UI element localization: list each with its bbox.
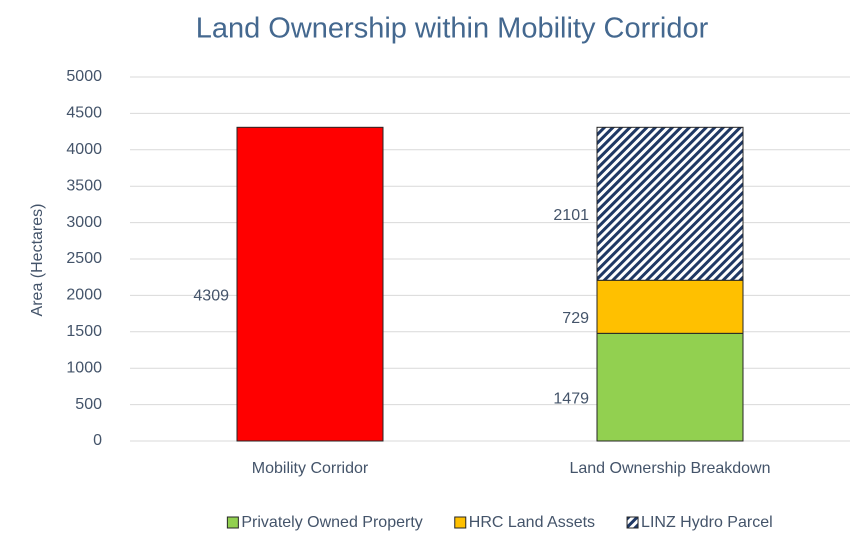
- bar-segment: [596, 332, 744, 442]
- y-axis-label: Area (Hectares): [29, 204, 46, 317]
- legend: Privately Owned Property HRC Land Assets L…: [226, 514, 773, 531]
- y-tick-label: 3000: [66, 214, 102, 231]
- y-tick-label: 3500: [66, 177, 102, 194]
- y-tick-label: 2000: [66, 287, 102, 304]
- y-tick-label: 4500: [66, 105, 102, 122]
- y-tick-label: 1000: [66, 359, 102, 376]
- data-label: 729: [562, 310, 589, 327]
- y-tick-label: 1500: [66, 323, 102, 340]
- y-tick-label: 500: [75, 396, 102, 413]
- bar-segment: [236, 126, 384, 442]
- bar-segment: [596, 279, 744, 334]
- bar-segment: [596, 126, 744, 281]
- legend-swatch: [226, 516, 239, 529]
- y-tick-label: 2500: [66, 250, 102, 267]
- legend-label: Privately Owned Property: [241, 514, 422, 531]
- legend-swatch: [454, 516, 467, 529]
- legend-label: LINZ Hydro Parcel: [641, 514, 773, 531]
- x-tick-label: Land Ownership Breakdown: [569, 460, 770, 477]
- data-label: 2101: [553, 207, 589, 224]
- y-tick-label: 5000: [66, 68, 102, 85]
- x-tick-label: Mobility Corridor: [252, 460, 369, 477]
- data-label: 4309: [193, 287, 229, 304]
- chart-title: Land Ownership within Mobility Corridor: [196, 13, 709, 45]
- legend-label: HRC Land Assets: [469, 514, 595, 531]
- legend-swatch: [626, 516, 639, 529]
- data-label: 1479: [553, 390, 589, 407]
- y-tick-label: 4000: [66, 141, 102, 158]
- y-tick-label: 0: [93, 432, 102, 449]
